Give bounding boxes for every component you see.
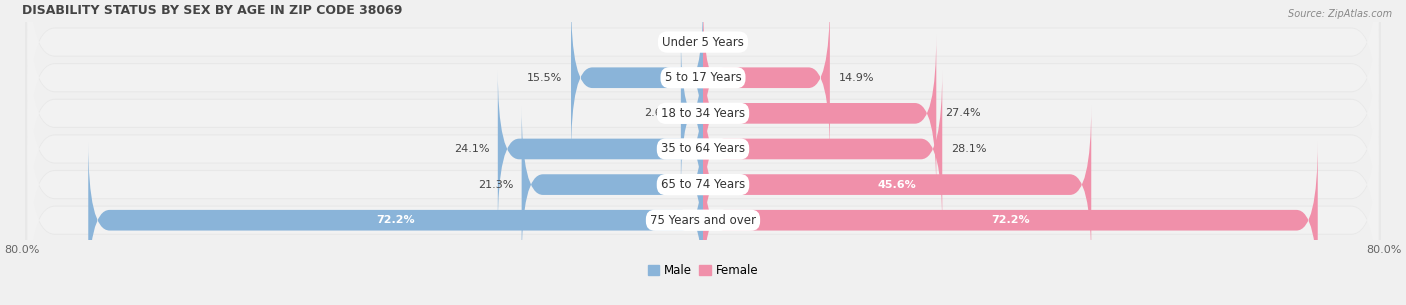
- Text: Source: ZipAtlas.com: Source: ZipAtlas.com: [1288, 9, 1392, 19]
- FancyBboxPatch shape: [522, 106, 703, 263]
- Text: 18 to 34 Years: 18 to 34 Years: [661, 107, 745, 120]
- Text: 21.3%: 21.3%: [478, 180, 513, 190]
- Text: 75 Years and over: 75 Years and over: [650, 214, 756, 227]
- Legend: Male, Female: Male, Female: [643, 259, 763, 282]
- FancyBboxPatch shape: [25, 3, 1381, 224]
- Text: 0.0%: 0.0%: [711, 37, 740, 47]
- FancyBboxPatch shape: [681, 34, 703, 192]
- FancyBboxPatch shape: [27, 0, 1379, 142]
- Text: 72.2%: 72.2%: [991, 215, 1029, 225]
- FancyBboxPatch shape: [27, 13, 1379, 214]
- Text: Under 5 Years: Under 5 Years: [662, 36, 744, 48]
- Text: DISABILITY STATUS BY SEX BY AGE IN ZIP CODE 38069: DISABILITY STATUS BY SEX BY AGE IN ZIP C…: [22, 4, 402, 17]
- FancyBboxPatch shape: [27, 84, 1379, 285]
- FancyBboxPatch shape: [27, 120, 1379, 305]
- Text: 72.2%: 72.2%: [377, 215, 415, 225]
- Text: 28.1%: 28.1%: [950, 144, 986, 154]
- Text: 24.1%: 24.1%: [454, 144, 489, 154]
- FancyBboxPatch shape: [27, 0, 1379, 178]
- FancyBboxPatch shape: [703, 142, 1317, 299]
- FancyBboxPatch shape: [89, 142, 703, 299]
- FancyBboxPatch shape: [25, 39, 1381, 259]
- FancyBboxPatch shape: [25, 74, 1381, 295]
- Text: 2.6%: 2.6%: [644, 108, 672, 118]
- FancyBboxPatch shape: [498, 70, 703, 228]
- Text: 15.5%: 15.5%: [527, 73, 562, 83]
- Text: 35 to 64 Years: 35 to 64 Years: [661, 142, 745, 156]
- FancyBboxPatch shape: [703, 0, 830, 156]
- FancyBboxPatch shape: [703, 34, 936, 192]
- FancyBboxPatch shape: [25, 110, 1381, 305]
- FancyBboxPatch shape: [25, 0, 1381, 152]
- Text: 45.6%: 45.6%: [877, 180, 917, 190]
- Text: 5 to 17 Years: 5 to 17 Years: [665, 71, 741, 84]
- Text: 14.9%: 14.9%: [838, 73, 875, 83]
- FancyBboxPatch shape: [703, 70, 942, 228]
- FancyBboxPatch shape: [703, 106, 1091, 263]
- FancyBboxPatch shape: [25, 0, 1381, 188]
- FancyBboxPatch shape: [27, 48, 1379, 249]
- Text: 65 to 74 Years: 65 to 74 Years: [661, 178, 745, 191]
- Text: 0.0%: 0.0%: [666, 37, 695, 47]
- FancyBboxPatch shape: [571, 0, 703, 156]
- Text: 27.4%: 27.4%: [945, 108, 980, 118]
